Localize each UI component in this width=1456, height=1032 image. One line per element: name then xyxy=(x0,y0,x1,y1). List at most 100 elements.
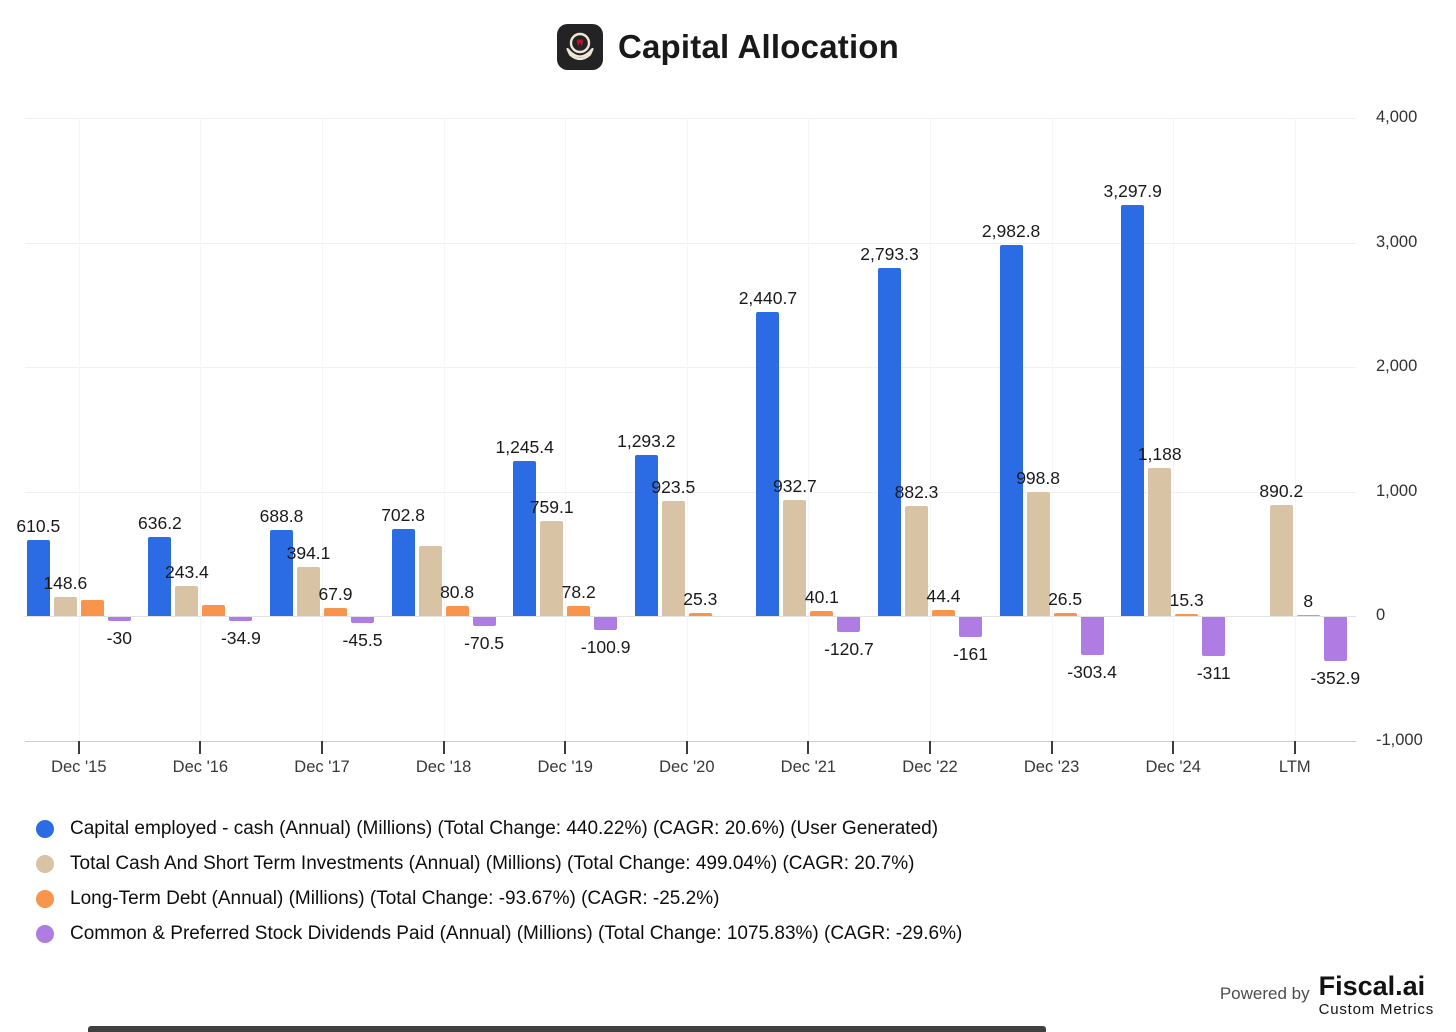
bar-dividends xyxy=(351,617,374,623)
bar-total-cash xyxy=(418,546,442,616)
moncler-logo-icon xyxy=(556,24,603,70)
y-axis-label: 2,000 xyxy=(1376,357,1418,375)
bar-capital-employed xyxy=(878,268,901,616)
x-axis-label: Dec '22 xyxy=(902,758,958,776)
bar-value-label: 26.5 xyxy=(1048,588,1083,609)
bar-total-cash xyxy=(1269,505,1293,616)
y-axis-label: 0 xyxy=(1376,606,1386,624)
legend-item-dividends-paid[interactable]: Common & Preferred Stock Dividends Paid … xyxy=(36,916,962,951)
bar-capital-employed xyxy=(634,454,658,616)
bar-value-label: 2,793.3 xyxy=(860,244,919,265)
gridline--1,000 xyxy=(25,740,1356,742)
vertical-gridline xyxy=(443,118,445,741)
bar-value-label: 40.1 xyxy=(804,587,839,607)
x-axis-label: Dec '24 xyxy=(1145,758,1201,776)
vertical-gridline xyxy=(565,118,567,741)
bar-capital-employed xyxy=(513,460,537,616)
bar-value-label: 923.5 xyxy=(651,477,696,498)
bar-value-label: 15.3 xyxy=(1169,590,1204,611)
legend-item-long-term-debt[interactable]: Long-Term Debt (Annual) (Millions) (Tota… xyxy=(36,881,962,916)
x-axis-tick xyxy=(77,741,80,754)
vertical-gridline xyxy=(1051,118,1053,741)
bar-capital-employed xyxy=(270,530,293,616)
fiscal-custom-metrics-text: Custom Metrics xyxy=(1318,1001,1434,1019)
bar-total-cash xyxy=(661,501,685,616)
x-axis-tick xyxy=(1293,741,1296,754)
bar-total-cash xyxy=(1026,491,1050,616)
vertical-gridline xyxy=(200,118,202,741)
bar-total-cash xyxy=(53,597,77,616)
powered-by-text: Powered by xyxy=(1219,984,1310,1004)
y-axis-label: -1,000 xyxy=(1376,730,1423,749)
gridline-1,000 xyxy=(25,491,1356,493)
bar-value-label: 2,440.7 xyxy=(738,288,798,309)
y-axis-label: 1,000 xyxy=(1376,481,1418,500)
x-axis-label: Dec '18 xyxy=(415,758,472,776)
bar-value-label: 25.3 xyxy=(683,588,718,609)
bar-value-label: 3,297.9 xyxy=(1103,181,1162,202)
legend-swatch-purple-icon xyxy=(36,924,54,943)
x-axis-label: Dec '21 xyxy=(780,758,837,776)
bar-dividends xyxy=(229,617,253,622)
bar-value-label: 998.8 xyxy=(1016,467,1060,488)
legend-label: Long-Term Debt (Annual) (Millions) (Tota… xyxy=(70,887,720,909)
vertical-gridline xyxy=(686,118,688,741)
bar-value-label: 8 xyxy=(1303,591,1314,611)
x-axis-tick xyxy=(442,741,445,754)
bar-total-cash xyxy=(297,566,320,616)
bar-capital-employed xyxy=(391,528,415,616)
gridline-0 xyxy=(25,616,1356,617)
bar-capital-employed xyxy=(26,539,50,616)
bar-value-label: 688.8 xyxy=(259,506,304,527)
fiscal-brand-block[interactable]: Fiscal.ai Custom Metrics xyxy=(1318,971,1434,1019)
bar-dividends xyxy=(107,617,131,621)
bar-long-term-debt xyxy=(810,611,834,616)
legend-label: Common & Preferred Stock Dividends Paid … xyxy=(70,922,963,944)
bar-total-cash xyxy=(1148,468,1172,616)
bar-total-cash xyxy=(540,521,564,616)
bar-capital-employed xyxy=(148,536,172,616)
vertical-gridline xyxy=(1173,118,1175,741)
chart-header: Capital Allocation xyxy=(0,24,1456,70)
legend-item-capital-employed[interactable]: Capital employed - cash (Annual) (Millio… xyxy=(36,811,962,846)
bar-value-label: 932.7 xyxy=(772,475,817,496)
legend-label: Capital employed - cash (Annual) (Millio… xyxy=(70,817,939,839)
y-axis-label: 4,000 xyxy=(1376,108,1418,126)
bar-value-label: 1,188 xyxy=(1137,444,1182,465)
bar-value-label: 80.8 xyxy=(440,581,475,602)
x-axis-tick xyxy=(321,741,323,754)
bar-long-term-debt xyxy=(80,600,104,616)
bar-value-label: -161 xyxy=(952,644,989,665)
bar-long-term-debt xyxy=(202,605,226,616)
bar-dividends xyxy=(1080,617,1104,655)
bar-value-label: 1,245.4 xyxy=(495,436,554,457)
gridline-3,000 xyxy=(25,242,1356,244)
bar-dividends xyxy=(472,617,496,626)
bar-value-label: -303.4 xyxy=(1067,661,1117,682)
bar-value-label: 636.2 xyxy=(137,512,182,533)
bar-value-label: -34.9 xyxy=(220,628,261,649)
x-axis-tick xyxy=(564,741,567,754)
bar-value-label: -120.7 xyxy=(824,639,874,660)
bar-value-label: -352.9 xyxy=(1310,667,1361,688)
x-axis-tick xyxy=(807,741,810,754)
bar-value-label: 78.2 xyxy=(561,582,596,603)
bar-value-label: 610.5 xyxy=(16,515,61,536)
bar-total-cash xyxy=(175,585,199,616)
fiscal-logo-text: Fiscal.ai xyxy=(1318,971,1426,1001)
bar-capital-employed xyxy=(756,312,780,616)
bar-value-label: 1,293.2 xyxy=(617,430,676,451)
bar-dividends xyxy=(959,617,982,638)
bar-value-label: -70.5 xyxy=(464,632,505,653)
legend-item-total-cash[interactable]: Total Cash And Short Term Investments (A… xyxy=(36,846,962,881)
bar-long-term-debt xyxy=(567,606,591,616)
bar-dividends xyxy=(594,617,618,630)
legend-swatch-tan-icon xyxy=(36,854,54,873)
bar-long-term-debt xyxy=(932,610,955,616)
x-axis-tick xyxy=(199,741,202,754)
bar-capital-employed xyxy=(1121,205,1145,616)
vertical-gridline xyxy=(808,118,810,741)
bar-value-label: 148.6 xyxy=(43,573,88,594)
